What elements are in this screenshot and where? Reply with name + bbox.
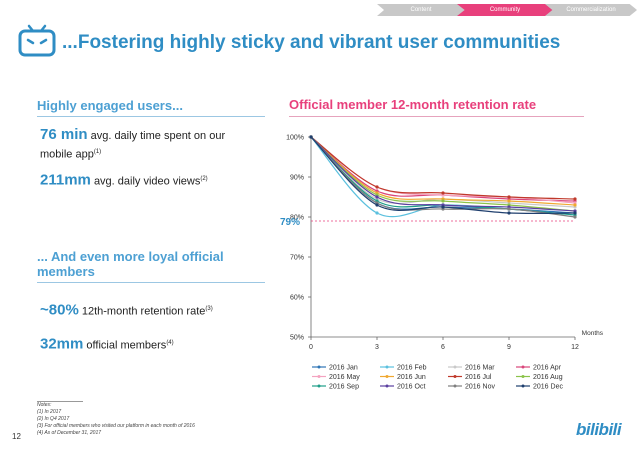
data-point	[441, 199, 445, 203]
daily-views-text: avg. daily video views	[93, 175, 201, 188]
nav-tab-community-label: Community	[489, 7, 521, 13]
retention-value: ~80%	[40, 301, 79, 319]
data-point	[309, 135, 313, 139]
tv-icon	[18, 24, 56, 57]
data-point	[507, 211, 511, 215]
legend-marker	[521, 384, 525, 388]
chart-heading-divider	[289, 116, 584, 117]
members-value: 32mm	[40, 335, 84, 353]
daily-time-text: avg. daily time spent on our	[90, 130, 226, 142]
data-point	[375, 211, 379, 215]
x-tick-label: 9	[507, 344, 511, 351]
legend-marker	[317, 375, 321, 378]
x-axis-label: Months	[582, 330, 604, 337]
data-point	[375, 203, 379, 207]
legend-marker	[521, 365, 525, 369]
nav-tab-commercialization[interactable]: Commercialization	[545, 4, 637, 16]
engaged-divider	[37, 116, 265, 117]
nav-tab-content[interactable]: Content	[377, 4, 465, 16]
data-point	[507, 195, 511, 199]
legend-label: 2016 Jul	[465, 374, 492, 381]
y-tick-label: 90%	[290, 175, 304, 182]
footnotes: Notes: (1) In 2017 (2) In Q4 2017 (3) Fo…	[37, 402, 195, 437]
daily-views-note: (2)	[200, 176, 208, 182]
legend-label: 2016 Nov	[465, 384, 495, 391]
y-tick-label: 70%	[290, 255, 304, 262]
footnote-1: (1) In 2017	[37, 409, 62, 415]
loyal-members-heading: ... And even more loyal official members	[37, 249, 224, 279]
legend-label: 2016 Apr	[533, 365, 562, 372]
legend-marker	[317, 384, 321, 388]
members-stat: 32mm official members(4)	[40, 335, 270, 354]
daily-time-note: (1)	[93, 149, 102, 155]
data-point	[441, 205, 445, 209]
legend-marker	[385, 375, 389, 378]
footnote-3: (3) For official members who visited our…	[37, 423, 195, 429]
daily-views-stat: 211mm avg. daily video views(2)	[40, 171, 270, 190]
footnote-title: Notes:	[37, 402, 52, 408]
page-number: 12	[12, 432, 21, 441]
footnote-4: (4) As of December 31, 2017	[37, 430, 102, 436]
legend-label: 2016 Sep	[329, 384, 359, 391]
legend-marker	[453, 375, 457, 378]
x-tick-label: 3	[375, 344, 379, 351]
members-note: (4)	[166, 340, 174, 346]
retention-stat: ~80% 12th-month retention rate(3)	[40, 301, 270, 320]
reference-label: 79%	[280, 217, 300, 228]
data-point	[375, 185, 379, 189]
nav-tab-content-label: Content	[410, 7, 432, 13]
legend-label: 2016 Jan	[329, 365, 358, 372]
daily-time-stat: 76 min avg. daily time spent on our mobi…	[40, 127, 270, 163]
footnote-2: (2) In Q4 2017	[37, 416, 70, 422]
data-point	[573, 203, 577, 207]
data-point	[507, 199, 511, 203]
footnote-divider	[37, 401, 83, 402]
data-point	[375, 195, 379, 199]
legend-marker	[453, 365, 457, 369]
loyal-divider	[37, 282, 265, 283]
members-text: official members	[86, 339, 167, 352]
y-tick-label: 100%	[286, 135, 304, 142]
y-tick-label: 80%	[290, 215, 304, 222]
data-point	[573, 197, 577, 201]
bilibili-logo: bilibili	[576, 420, 622, 439]
x-tick-label: 0	[309, 344, 313, 351]
legend-label: 2016 Aug	[533, 374, 563, 381]
legend-marker	[453, 384, 457, 388]
data-point	[573, 211, 577, 215]
y-tick-label: 60%	[290, 295, 304, 302]
nav-tab-community[interactable]: Community	[457, 4, 553, 16]
legend-label: 2016 Feb	[397, 365, 427, 372]
page-title: ...Fostering highly sticky and vibrant u…	[62, 32, 561, 53]
loyal-heading-line1: ... And even more loyal official	[37, 249, 224, 264]
data-point	[507, 207, 511, 211]
legend-label: 2016 Dec	[533, 384, 563, 391]
daily-time-text-2: mobile app	[40, 148, 94, 161]
retention-text: 12th-month retention rate	[81, 305, 206, 318]
engaged-users-heading: Highly engaged users...	[37, 98, 183, 113]
legend-label: 2016 Jun	[397, 374, 426, 381]
y-tick-label: 50%	[290, 335, 304, 342]
legend-label: 2016 May	[329, 374, 360, 381]
legend-marker	[385, 365, 389, 369]
chart-heading: Official member 12-month retention rate	[289, 97, 537, 112]
legend-marker	[317, 365, 321, 369]
data-point	[573, 215, 577, 219]
nav-tab-commercialization-label: Commercialization	[566, 7, 616, 13]
data-point	[441, 191, 445, 195]
daily-time-value: 76 min	[40, 126, 88, 143]
loyal-heading-line2: members	[37, 264, 95, 279]
daily-views-value: 211mm	[40, 171, 91, 189]
retention-note: (3)	[205, 306, 213, 312]
series-line-2016-apr	[310, 136, 576, 202]
x-tick-label: 12	[571, 344, 579, 351]
legend-label: 2016 Oct	[397, 384, 425, 391]
legend-label: 2016 Mar	[465, 365, 495, 372]
legend-marker	[385, 384, 389, 388]
legend-marker	[521, 375, 525, 378]
x-tick-label: 6	[441, 344, 445, 351]
